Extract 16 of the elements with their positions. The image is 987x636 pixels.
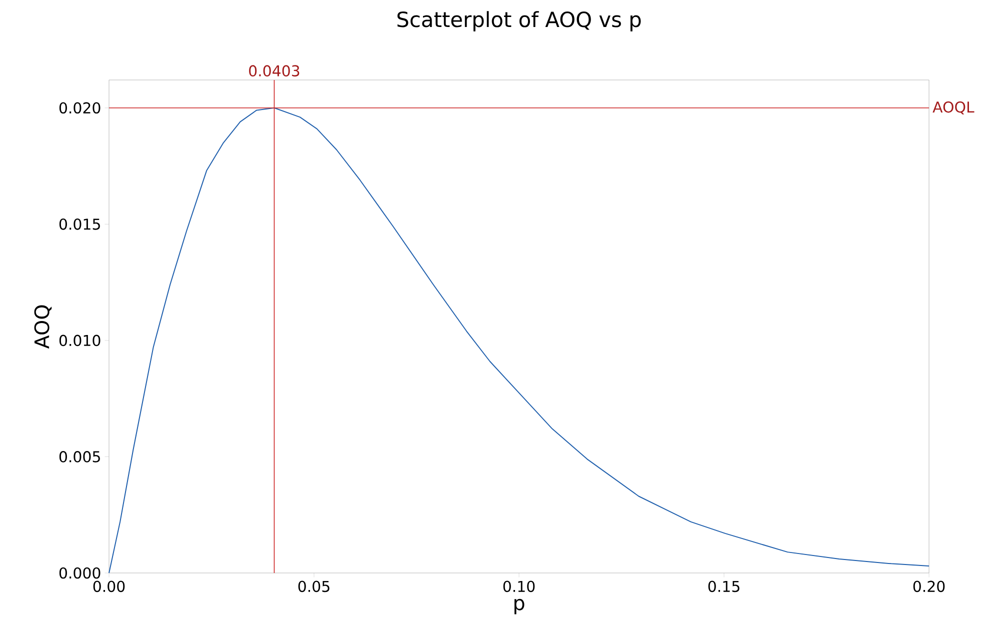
ref-line-label: 0.0403 (249, 65, 300, 76)
y-tick-label: 0.010 (59, 334, 100, 346)
chart-title: Scatterplot of AOQ vs p (397, 11, 641, 32)
y-tick-label: 0.015 (59, 218, 100, 230)
y-tick-label: 0.020 (59, 102, 100, 114)
line-series (108, 107, 930, 574)
y-tick-label: 0.000 (59, 567, 100, 579)
y-axis-title: AOQ (34, 305, 52, 349)
x-tick-label: 0.05 (298, 580, 330, 592)
x-tick-label: 0.10 (503, 580, 535, 592)
y-tick-label: 0.005 (59, 451, 100, 462)
x-tick-label: 0.20 (913, 580, 945, 592)
x-axis-title: p (514, 598, 524, 614)
x-tick-label: 0.15 (708, 580, 740, 592)
x-tick-label: 0.00 (93, 580, 125, 592)
ref-line-label: AOQL (932, 101, 974, 114)
